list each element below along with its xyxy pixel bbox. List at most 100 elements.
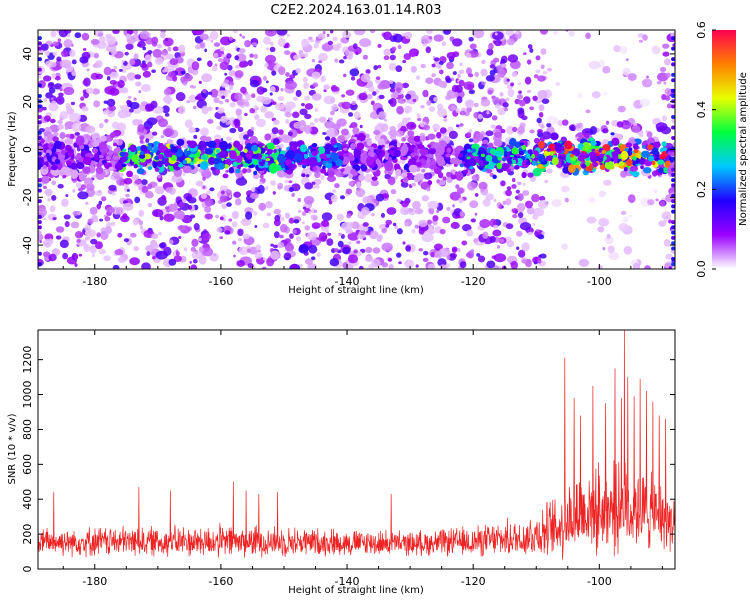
spectrogram-cell	[501, 205, 504, 209]
spectrogram-cell	[459, 123, 464, 127]
spectrogram-signal-cell	[513, 165, 520, 170]
spectrogram-cell	[310, 214, 318, 221]
spectrogram-signal-cell	[618, 161, 625, 167]
spectrogram-cell	[138, 209, 145, 217]
spectrogram-signal-cell	[646, 131, 653, 138]
spectrogram-cell	[524, 200, 534, 209]
spectrogram-cell	[490, 124, 496, 129]
spectrogram-cell	[540, 124, 545, 129]
spectrogram-cell	[602, 66, 611, 74]
spectrogram-signal-cell	[105, 156, 112, 161]
spectrogram-cell	[519, 222, 532, 231]
spectrogram-cell	[608, 252, 620, 261]
spectrogram-cell	[506, 38, 515, 46]
spectrogram-cell	[123, 177, 133, 185]
spectrogram-cell	[75, 182, 82, 189]
spectrogram-cell	[539, 30, 549, 35]
spectrogram-cell	[433, 243, 443, 251]
spectrogram-signal-cell	[158, 153, 164, 160]
spectrogram-signal-cell	[623, 167, 628, 172]
spectrogram-cell	[244, 40, 252, 48]
spectrogram-signal-cell	[53, 132, 59, 137]
spectrogram-signal-cell	[287, 163, 295, 169]
snr-xtick-label: -160	[208, 575, 233, 588]
spectrogram-cell	[229, 127, 237, 134]
spectrogram-cell	[223, 79, 230, 84]
spectrogram-cell	[576, 124, 581, 129]
spectrogram-cell	[420, 63, 426, 69]
spectrogram-signal-cell	[387, 156, 393, 163]
spectrogram-cell	[529, 129, 535, 134]
spectrogram-cell	[272, 101, 277, 105]
spectrogram-signal-cell	[643, 167, 652, 174]
spectrogram-cell	[348, 181, 354, 187]
spectrogram-signal-cell	[572, 148, 581, 157]
spectrogram-cell	[177, 108, 183, 114]
spectrogram-cell	[315, 179, 321, 185]
spectrogram-signal-cell	[337, 135, 346, 143]
spectrogram-cell	[39, 240, 43, 244]
spectrogram-edge-cell	[38, 157, 42, 162]
spectrogram-cell	[51, 248, 61, 256]
spectrogram-signal-cell	[620, 150, 629, 160]
spectrogram-signal-cell	[381, 162, 385, 167]
spectrogram-cell	[425, 77, 434, 84]
spectrogram-signal-cell	[486, 168, 493, 174]
spectrogram-cell	[348, 112, 354, 117]
spectrogram-cell	[265, 54, 277, 64]
spectrogram-signal-cell	[446, 147, 452, 154]
spectrogram-cell	[213, 97, 220, 104]
spectrogram-cell	[235, 177, 248, 186]
spectrogram-cell	[210, 88, 219, 98]
spectrogram-cell	[241, 35, 246, 39]
spectrogram-cell	[638, 39, 643, 43]
spectrogram-signal-cell	[64, 138, 73, 145]
spectrogram-cell	[322, 30, 326, 35]
spectrogram-cell	[472, 182, 478, 188]
spectrogram-cell	[244, 101, 250, 107]
spectrogram-cell	[86, 68, 90, 72]
spectrogram-cell	[250, 126, 255, 131]
spectrogram-cell	[277, 242, 285, 249]
spectrogram-cell	[415, 75, 421, 80]
spectrogram-cell	[457, 73, 461, 78]
spectrogram-xtick-label: -160	[208, 275, 233, 288]
spectrogram-signal-cell	[657, 167, 664, 174]
spectrogram-cell	[473, 238, 479, 243]
spectrogram-cell	[651, 45, 661, 55]
spectrogram-cell	[234, 70, 244, 78]
spectrogram-cell	[353, 111, 361, 120]
spectrogram-cell	[219, 216, 224, 221]
spectrogram-cell	[224, 99, 230, 103]
spectrogram-cell	[515, 230, 523, 237]
spectrogram-cell	[215, 214, 220, 219]
spectrogram-signal-cell	[659, 154, 666, 160]
spectrogram-cell	[369, 230, 379, 240]
spectrogram-cell	[428, 207, 435, 215]
spectrogram-signal-cell	[466, 156, 471, 160]
spectrogram-signal-cell	[186, 150, 192, 156]
spectrogram-cell	[62, 199, 66, 204]
spectrogram-signal-cell	[69, 133, 75, 140]
spectrogram-cell	[506, 240, 515, 248]
spectrogram-cell	[168, 71, 176, 78]
spectrogram-cell	[141, 179, 148, 186]
spectrogram-cell	[312, 82, 319, 88]
spectrogram-signal-cell	[113, 142, 118, 147]
spectrogram-cell	[260, 105, 268, 113]
spectrogram-xtick-label: -180	[82, 275, 107, 288]
spectrogram-signal-cell	[531, 153, 536, 159]
spectrogram-cell	[598, 217, 610, 227]
spectrogram-cell	[160, 135, 165, 139]
spectrogram-cell	[620, 170, 628, 178]
spectrogram-cell	[410, 65, 417, 73]
spectrogram-cell	[85, 125, 96, 134]
spectrogram-signal-cell	[444, 138, 449, 143]
spectrogram-signal-cell	[611, 151, 619, 157]
spectrogram-cell	[350, 121, 358, 129]
spectrogram-cell	[494, 103, 501, 109]
spectrogram-cell	[93, 52, 100, 59]
spectrogram-edge-cell	[671, 72, 675, 77]
spectrogram-cell	[158, 250, 163, 255]
spectrogram-cell	[369, 30, 376, 34]
